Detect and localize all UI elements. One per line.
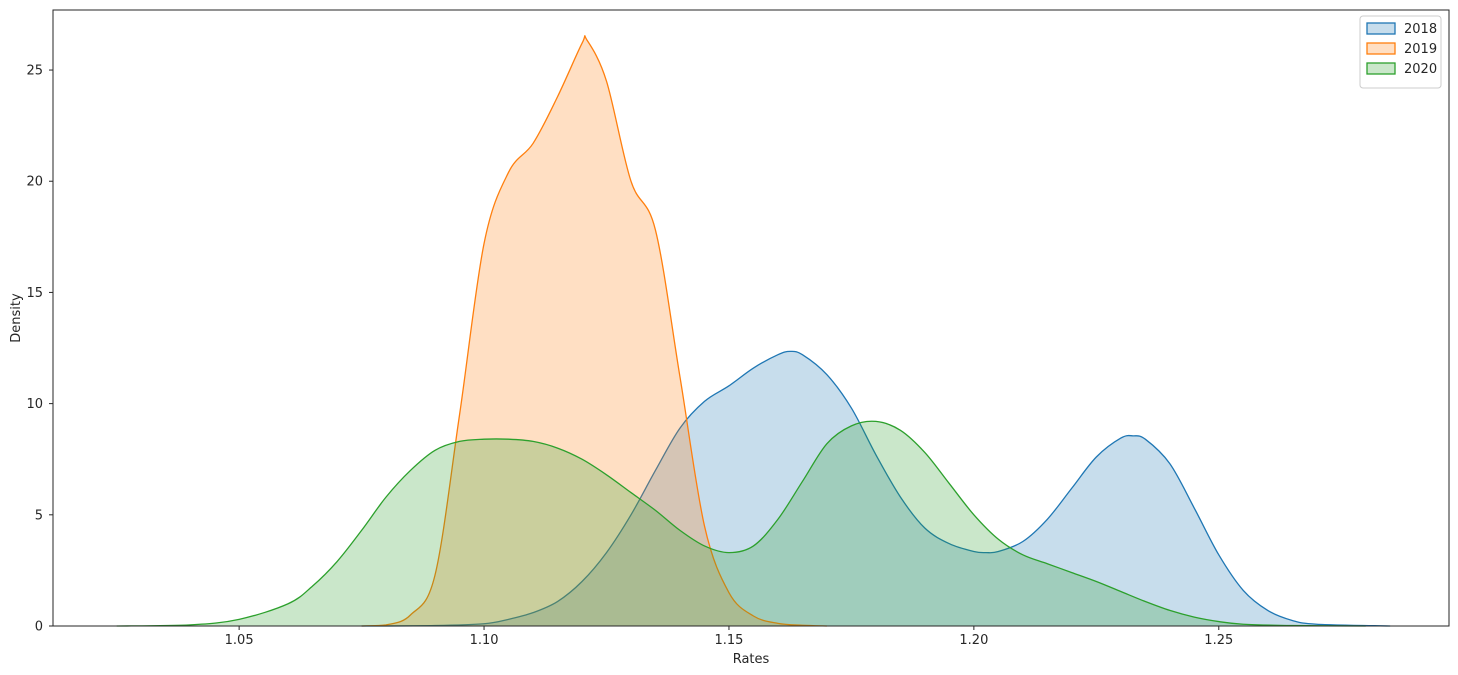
legend-swatch-2019	[1366, 42, 1396, 55]
plot-area	[116, 35, 1391, 627]
legend: 2018 2019 2020	[1359, 15, 1442, 89]
y-tick-label: 20	[26, 175, 43, 190]
legend-swatch-2018	[1366, 22, 1396, 35]
y-tick-label: 25	[26, 64, 43, 79]
x-tick-label: 1.10	[470, 633, 499, 648]
plot-frame	[52, 9, 1450, 627]
y-axis-label: Density	[9, 293, 24, 343]
x-axis-label: Rates	[733, 652, 770, 667]
legend-label-2019: 2019	[1404, 42, 1437, 57]
series-2018-line	[361, 350, 1391, 627]
x-tick-label: 1.20	[959, 633, 988, 648]
legend-label-2020: 2020	[1404, 62, 1437, 77]
series-2020-area	[116, 421, 1366, 626]
x-tick-label: 1.05	[225, 633, 254, 648]
legend-swatch-2020	[1366, 62, 1396, 75]
x-axis: 1.05 1.10 1.15 1.20 1.25	[225, 626, 1233, 648]
y-axis: 0 5 10 15 20 25	[26, 64, 53, 635]
y-tick-label: 5	[35, 508, 43, 523]
y-tick-label: 0	[35, 620, 43, 635]
y-tick-label: 15	[26, 286, 43, 301]
x-tick-label: 1.15	[714, 633, 743, 648]
series-2020-line	[116, 420, 1366, 627]
x-tick-label: 1.25	[1204, 633, 1233, 648]
legend-label-2018: 2018	[1404, 22, 1437, 37]
series-2018-area	[361, 351, 1391, 626]
series-2019-line	[361, 35, 827, 627]
y-tick-label: 10	[26, 397, 43, 412]
series-2019-area	[361, 35, 827, 626]
